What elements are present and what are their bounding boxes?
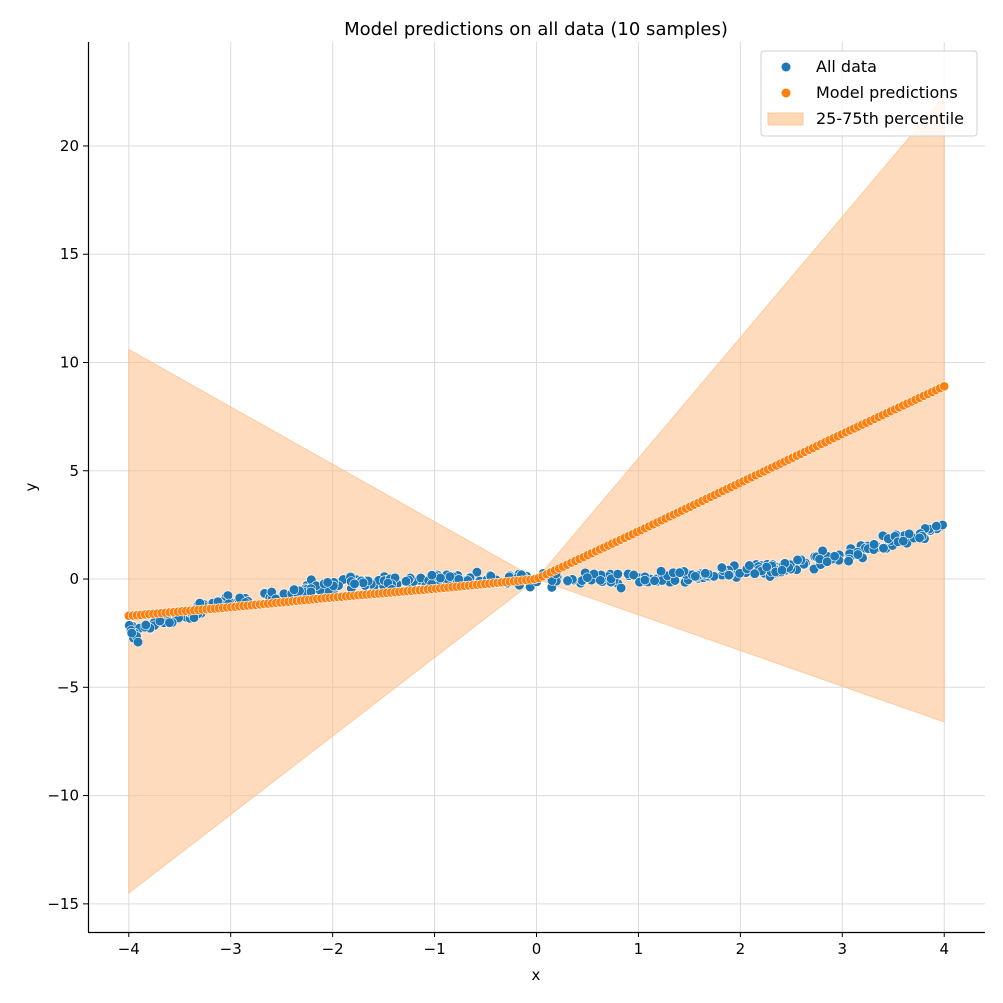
y-tick-label: 10	[60, 353, 79, 371]
legend-frame	[760, 50, 978, 137]
all-data-point	[878, 543, 889, 554]
all-data-point	[628, 569, 639, 581]
x-tick-label: 2	[736, 940, 746, 958]
all-data-point	[792, 554, 803, 565]
all-data-point	[126, 627, 137, 639]
y-tick-label: 15	[60, 245, 79, 263]
legend-patch-percentile	[767, 112, 804, 126]
x-tick-label: 3	[838, 940, 848, 958]
all-data-point	[582, 572, 593, 583]
legend-marker-model-predictions	[781, 88, 791, 98]
y-tick-label: −15	[47, 895, 79, 913]
all-data-point	[723, 570, 734, 581]
all-data-point	[898, 535, 909, 547]
x-tick-label: 1	[634, 940, 644, 958]
all-data-point	[690, 571, 701, 582]
y-tick-label: 20	[60, 137, 79, 155]
all-data-point	[358, 577, 369, 588]
model-prediction-point	[939, 381, 950, 392]
all-data-point	[931, 521, 942, 532]
all-data-point	[132, 636, 144, 648]
all-data-point	[426, 570, 438, 581]
all-data-point	[716, 562, 727, 573]
model-prediction-points	[123, 381, 950, 621]
all-data-point	[761, 561, 772, 573]
all-data-point	[595, 575, 606, 586]
all-data-point	[435, 572, 446, 584]
all-data-point	[868, 539, 880, 550]
legend: All data Model predictions 25-75th perce…	[760, 50, 978, 137]
all-data-point	[843, 556, 854, 567]
all-data-point	[444, 571, 456, 582]
x-axis-label: x	[532, 966, 541, 984]
all-data-point	[655, 566, 667, 577]
x-tick-label: 4	[939, 940, 949, 958]
all-data-point	[616, 582, 627, 594]
all-data-point	[612, 569, 623, 580]
x-tick-label: −4	[118, 940, 140, 958]
all-data-point	[829, 551, 840, 562]
legend-label-all-data: All data	[816, 57, 877, 76]
all-data-point	[914, 532, 925, 543]
all-data-point	[674, 567, 685, 578]
y-axis-label: y	[22, 482, 40, 491]
all-data-point	[749, 568, 760, 579]
x-tick-label: −2	[322, 940, 344, 958]
all-data-point	[852, 549, 863, 560]
legend-marker-all-data	[781, 62, 791, 72]
all-data-point	[164, 617, 175, 628]
x-tick-label: −3	[220, 940, 242, 958]
all-data-point	[349, 578, 360, 589]
all-data-point	[288, 584, 300, 595]
y-tick-label: −5	[57, 678, 79, 696]
all-data-point	[904, 528, 915, 539]
y-tick-label: −10	[47, 787, 79, 805]
x-tick-label: −1	[424, 940, 446, 958]
all-data-point	[649, 575, 660, 586]
all-data-point	[822, 556, 833, 567]
all-data-point	[322, 577, 333, 588]
legend-label-model-predictions: Model predictions	[816, 83, 958, 102]
all-data-point	[562, 575, 573, 586]
chart-title: Model predictions on all data (10 sample…	[344, 19, 728, 40]
all-data-point	[776, 565, 788, 576]
legend-label-percentile: 25-75th percentile	[816, 109, 964, 128]
all-data-point	[400, 576, 412, 587]
all-data-point	[700, 568, 711, 579]
x-tick-label: 0	[532, 940, 542, 958]
all-data-point	[744, 560, 755, 571]
y-tick-label: 0	[69, 570, 79, 588]
y-tick-label: 5	[69, 462, 79, 480]
all-data-point	[140, 619, 151, 631]
all-data-point	[639, 574, 650, 586]
